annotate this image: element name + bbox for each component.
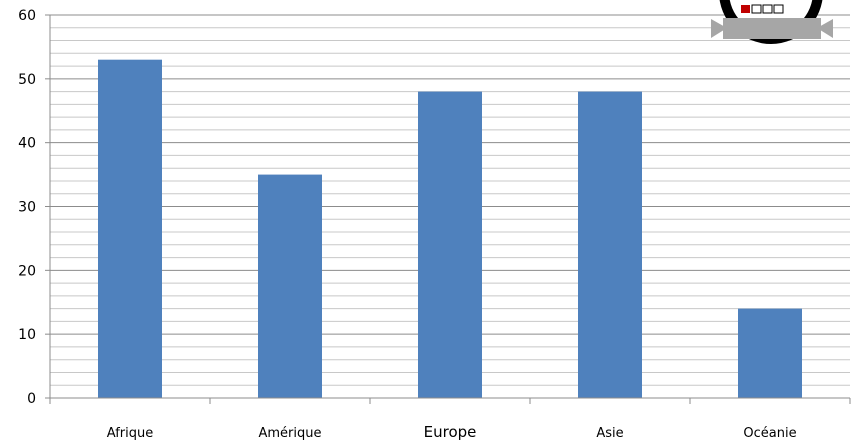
x-tick-label: Afrique (107, 426, 153, 441)
bar-amérique (258, 174, 322, 398)
x-tick-labels: Afrique Amérique Europe Asie Océanie (107, 423, 797, 441)
y-tick-label: 20 (18, 263, 36, 279)
axes (45, 14, 851, 404)
y-tick-labels: 0 10 20 30 40 50 60 (18, 8, 36, 407)
y-tick-label: 50 (18, 72, 36, 88)
y-tick-label: 40 (18, 136, 36, 152)
x-tick-label: Amérique (258, 426, 321, 441)
bar-océanie (738, 308, 802, 398)
y-tick-label: 0 (27, 391, 36, 407)
y-tick-label: 10 (18, 327, 36, 343)
y-tick-label: 60 (18, 8, 36, 24)
bar-afrique (98, 59, 162, 398)
medal-badge-icon (711, 0, 833, 44)
x-tick-label: Europe (424, 423, 477, 441)
x-tick-label: Océanie (743, 426, 796, 441)
y-tick-label: 30 (18, 200, 36, 216)
x-tick-label: Asie (596, 426, 623, 441)
bar-asie (578, 91, 642, 398)
bars (98, 59, 802, 398)
bar-europe (418, 91, 482, 398)
